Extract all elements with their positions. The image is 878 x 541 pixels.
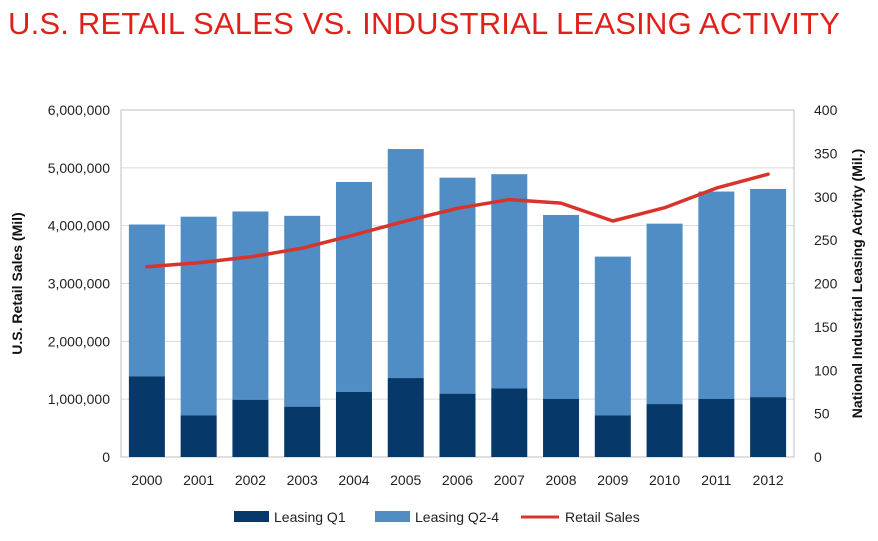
x-tick-label: 2011	[701, 472, 731, 488]
right-tick-label: 0	[814, 449, 822, 465]
legend-label-retail-sales: Retail Sales	[565, 509, 640, 525]
right-axis-title: National Industrial Leasing Activity (Mi…	[849, 149, 865, 418]
left-tick-label: 3,000,000	[48, 276, 110, 292]
x-tick-label: 2005	[390, 472, 421, 488]
bar-leasing-q1	[646, 404, 683, 457]
bar-leasing-q2-4	[543, 214, 580, 399]
bar-leasing-q1	[387, 378, 424, 457]
bar-leasing-q1	[594, 415, 631, 457]
bar-leasing-q2-4	[491, 174, 528, 389]
left-tick-label: 0	[102, 449, 110, 465]
x-tick-label: 2006	[442, 472, 473, 488]
x-tick-label: 2003	[287, 472, 318, 488]
right-tick-label: 250	[814, 232, 838, 248]
right-tick-label: 150	[814, 319, 838, 335]
left-tick-label: 5,000,000	[48, 160, 110, 176]
bar-leasing-q2-4	[750, 188, 787, 398]
bar-leasing-q2-4	[698, 191, 735, 399]
left-tick-label: 2,000,000	[48, 333, 110, 349]
bar-leasing-q1	[128, 376, 165, 457]
bar-leasing-q1	[232, 399, 269, 457]
bar-leasing-q1	[335, 391, 372, 457]
bar-leasing-q2-4	[646, 223, 683, 405]
right-tick-label: 200	[814, 276, 838, 292]
bar-leasing-q1	[180, 415, 217, 457]
bar-leasing-q1	[284, 406, 321, 457]
left-tick-label: 1,000,000	[48, 391, 110, 407]
chart-title: U.S. RETAIL SALES VS. INDUSTRIAL LEASING…	[8, 6, 841, 41]
legend-label-leasing-q1: Leasing Q1	[274, 509, 346, 525]
right-tick-label: 300	[814, 189, 838, 205]
x-tick-label: 2009	[597, 472, 628, 488]
bar-leasing-q2-4	[232, 211, 269, 400]
left-tick-label: 4,000,000	[48, 218, 110, 234]
x-tick-label: 2002	[235, 472, 266, 488]
bar-leasing-q1	[698, 398, 735, 457]
x-tick-label: 2004	[338, 472, 369, 488]
right-tick-label: 400	[814, 102, 838, 118]
right-tick-label: 350	[814, 145, 838, 161]
bar-leasing-q2-4	[594, 256, 631, 416]
bar-leasing-q1	[439, 393, 476, 457]
legend-label-leasing-q2-4: Leasing Q2-4	[415, 509, 499, 525]
bar-leasing-q1	[491, 388, 528, 457]
x-tick-label: 2001	[183, 472, 214, 488]
bar-leasing-q2-4	[128, 224, 165, 377]
x-tick-label: 2000	[131, 472, 162, 488]
x-tick-label: 2010	[649, 472, 680, 488]
bar-leasing-q1	[750, 397, 787, 457]
left-axis-title: U.S. Retail Sales (Mil)	[9, 212, 25, 354]
line-retail-sales	[145, 172, 770, 269]
x-tick-label: 2008	[545, 472, 576, 488]
bar-leasing-q2-4	[439, 177, 476, 394]
bar-leasing-q1	[543, 398, 580, 457]
bar-leasing-q2-4	[180, 216, 217, 416]
legend-swatch-leasing-q2-4	[375, 511, 410, 522]
bar-leasing-q2-4	[387, 149, 424, 379]
right-tick-label: 100	[814, 362, 838, 378]
legend-swatch-leasing-q1	[234, 511, 269, 522]
right-tick-label: 50	[814, 406, 830, 422]
x-tick-label: 2012	[753, 472, 784, 488]
left-tick-label: 6,000,000	[48, 102, 110, 118]
bar-leasing-q2-4	[335, 182, 372, 392]
x-tick-label: 2007	[494, 472, 525, 488]
